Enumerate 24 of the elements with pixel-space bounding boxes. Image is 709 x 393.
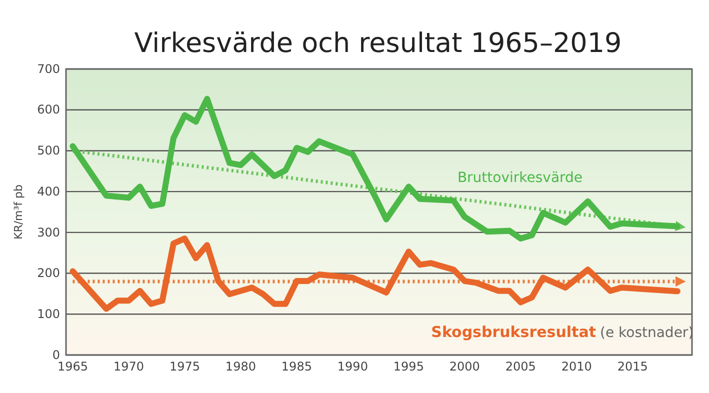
x-tick-label: 1990 [337,360,368,374]
x-tick-label: 2010 [561,360,592,374]
x-tick-label: 1970 [113,360,144,374]
y-tick-label: 0 [52,348,60,362]
y-tick-label: 400 [37,184,60,198]
x-tick-label: 1995 [393,360,424,374]
x-tick-label: 1965 [57,360,88,374]
x-tick-label: 2000 [449,360,480,374]
chart-title: Virkesvärde och resultat 1965–2019 [134,28,622,59]
y-tick-label: 500 [37,144,60,158]
x-tick-label: 1975 [169,360,200,374]
y-tick-label: 300 [37,225,60,240]
x-tick-label: 2015 [617,360,648,374]
y-tick-label: 200 [37,266,60,280]
series-label: Bruttovirkesvärde [457,170,583,186]
y-axis-title: KR/m³f pb [12,184,25,240]
annotation: (e kostnader) [600,325,694,341]
y-tick-label: 700 [37,62,60,76]
y-tick-label: 100 [37,306,60,321]
y-tick-label: 600 [37,102,60,117]
x-tick-label: 1980 [225,360,256,374]
x-tick-label: 2005 [505,360,536,374]
x-tick-label: 1985 [281,360,312,374]
text: Skogsbruksresultat [431,323,596,341]
